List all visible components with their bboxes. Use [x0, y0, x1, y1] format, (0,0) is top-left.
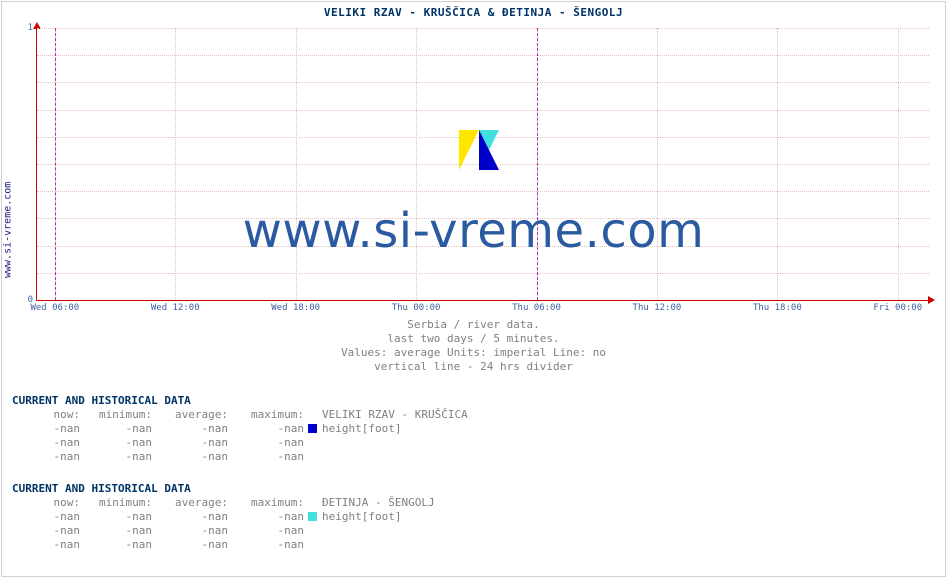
caption-line: Values: average Units: imperial Line: no [0, 346, 947, 360]
cell-min: -nan [80, 524, 152, 538]
table-header: CURRENT AND HISTORICAL DATA [12, 482, 435, 496]
cell-now: -nan [12, 524, 80, 538]
series-swatch-icon [308, 512, 317, 521]
cell-max: -nan [228, 450, 304, 464]
cell-max: -nan [228, 422, 304, 436]
cell-avg: -nan [152, 450, 228, 464]
cell-now: -nan [12, 450, 80, 464]
value-label: height[foot] [304, 510, 401, 524]
table-row: -nan-nan-nan-nan [12, 538, 435, 552]
cell-max: -nan [228, 510, 304, 524]
cell-now: -nan [12, 538, 80, 552]
cell-min: -nan [80, 510, 152, 524]
table-row: -nan-nan-nan-nan [12, 524, 435, 538]
data-table: CURRENT AND HISTORICAL DATAnow:minimum:a… [12, 482, 435, 552]
h-gridline [37, 110, 929, 111]
x-tick-label: Thu 00:00 [392, 303, 441, 313]
cell-now: -nan [12, 510, 80, 524]
v-gridline [296, 28, 297, 300]
cell-avg: -nan [152, 538, 228, 552]
cell-avg: -nan [152, 510, 228, 524]
cell-avg: -nan [152, 422, 228, 436]
v-gridline [416, 28, 417, 300]
v-gridline [175, 28, 176, 300]
x-tick-label: Wed 06:00 [30, 303, 79, 313]
cell-avg: -nan [152, 524, 228, 538]
divider-24h-line [537, 28, 538, 300]
caption-line: Serbia / river data. [0, 318, 947, 332]
cell-max: -nan [228, 524, 304, 538]
x-tick-label: Fri 00:00 [873, 303, 922, 313]
x-tick-label: Thu 18:00 [753, 303, 802, 313]
plot-area: Wed 06:00Wed 12:00Wed 18:00Thu 00:00Thu … [36, 28, 929, 301]
v-gridline [777, 28, 778, 300]
col-station: ĐETINJA - ŠENGOLJ [304, 496, 435, 510]
cell-min: -nan [80, 436, 152, 450]
h-gridline [37, 82, 929, 83]
x-tick-label: Wed 12:00 [151, 303, 200, 313]
h-gridline [37, 28, 929, 29]
table-row: -nan-nan-nan-nanheight[foot] [12, 510, 435, 524]
col-min: minimum: [80, 408, 152, 422]
value-label: height[foot] [304, 422, 401, 436]
table-row: -nan-nan-nan-nan [12, 436, 468, 450]
cell-avg: -nan [152, 436, 228, 450]
col-min: minimum: [80, 496, 152, 510]
h-gridline [37, 191, 929, 192]
v-gridline [898, 28, 899, 300]
v-gridline [657, 28, 658, 300]
cell-min: -nan [80, 450, 152, 464]
col-avg: average: [152, 496, 228, 510]
col-now: now: [12, 408, 80, 422]
h-gridline [37, 273, 929, 274]
x-tick-label: Thu 06:00 [512, 303, 561, 313]
series-swatch-icon [308, 424, 317, 433]
data-table: CURRENT AND HISTORICAL DATAnow:minimum:a… [12, 394, 468, 464]
watermark-text: www.si-vreme.com [0, 203, 947, 259]
y-tick-label: 1 [28, 23, 33, 33]
col-max: maximum: [228, 408, 304, 422]
caption-line: last two days / 5 minutes. [0, 332, 947, 346]
caption-line: vertical line - 24 hrs divider [0, 360, 947, 374]
cell-min: -nan [80, 422, 152, 436]
col-avg: average: [152, 408, 228, 422]
cell-min: -nan [80, 538, 152, 552]
x-axis-arrow-icon [928, 296, 935, 304]
table-header: CURRENT AND HISTORICAL DATA [12, 394, 468, 408]
cell-max: -nan [228, 538, 304, 552]
h-gridline [37, 55, 929, 56]
col-station: VELIKI RZAV - KRUŠČICA [304, 408, 468, 422]
table-row: -nan-nan-nan-nanheight[foot] [12, 422, 468, 436]
col-max: maximum: [228, 496, 304, 510]
table-columns-row: now:minimum:average:maximum:ĐETINJA - ŠE… [12, 496, 435, 510]
y-tick-label: 0 [28, 295, 33, 305]
x-tick-label: Thu 12:00 [633, 303, 682, 313]
divider-24h-line [55, 28, 56, 300]
chart-title: VELIKI RZAV - KRUŠČICA & ĐETINJA - ŠENGO… [0, 6, 947, 19]
table-columns-row: now:minimum:average:maximum:VELIKI RZAV … [12, 408, 468, 422]
cell-max: -nan [228, 436, 304, 450]
cell-now: -nan [12, 422, 80, 436]
table-row: -nan-nan-nan-nan [12, 450, 468, 464]
chart-caption: Serbia / river data.last two days / 5 mi… [0, 318, 947, 374]
cell-now: -nan [12, 436, 80, 450]
col-now: now: [12, 496, 80, 510]
x-tick-label: Wed 18:00 [271, 303, 320, 313]
site-logo-icon [459, 130, 499, 170]
